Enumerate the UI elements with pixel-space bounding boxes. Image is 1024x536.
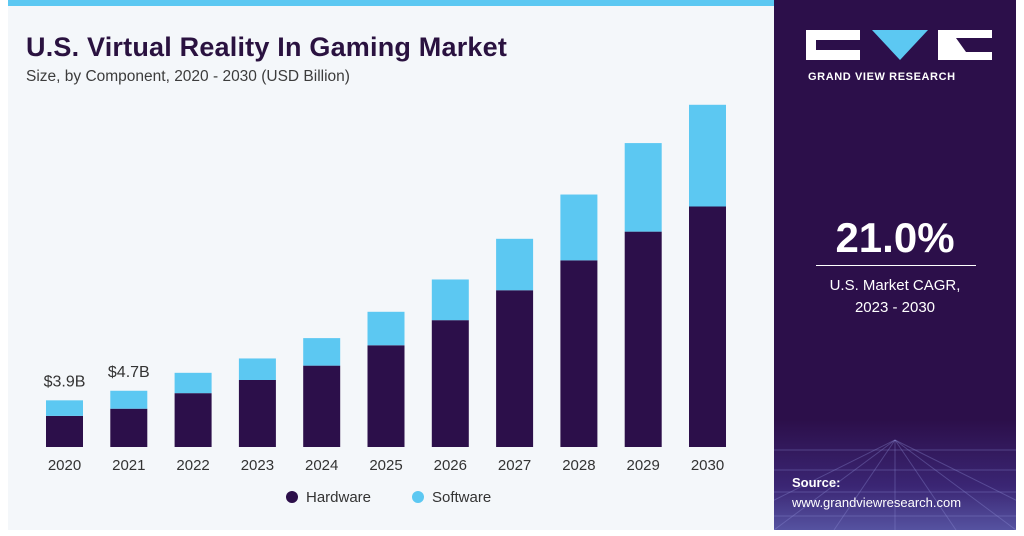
bar-software-2029 bbox=[624, 143, 662, 232]
legend-marker-software bbox=[412, 491, 424, 503]
grand-view-research-logo bbox=[806, 30, 992, 60]
legend-label-hardware: Hardware bbox=[306, 489, 371, 506]
data-label: $4.7B bbox=[108, 364, 150, 381]
divider bbox=[816, 265, 976, 266]
x-tick-label: 2030 bbox=[691, 457, 724, 474]
x-tick-label: 2029 bbox=[627, 457, 660, 474]
cagr-label-line2: 2023 - 2030 bbox=[854, 299, 936, 316]
bar-software-2023 bbox=[238, 358, 276, 380]
cagr-label-line1: U.S. Market CAGR, bbox=[829, 277, 961, 294]
cagr-label: U.S. Market CAGR, 2023 - 2030 bbox=[774, 275, 1016, 319]
legend-marker-hardware bbox=[286, 491, 298, 503]
bar-software-2027 bbox=[496, 238, 534, 291]
bar-hardware-2029 bbox=[624, 231, 662, 447]
bar-hardware-2026 bbox=[431, 320, 469, 447]
bar-hardware-2027 bbox=[496, 290, 534, 447]
bar-software-2025 bbox=[367, 311, 405, 346]
brand-name: GRAND VIEW RESEARCH bbox=[808, 71, 956, 83]
decorative-grid-floor bbox=[774, 420, 1016, 530]
x-tick-label: 2021 bbox=[112, 457, 145, 474]
x-tick-label: 2026 bbox=[434, 457, 467, 474]
data-label: $3.9B bbox=[44, 373, 86, 390]
x-tick-label: 2022 bbox=[176, 457, 209, 474]
bar-hardware-2028 bbox=[560, 260, 598, 447]
bar-software-2028 bbox=[560, 194, 598, 261]
bar-software-2020 bbox=[46, 400, 83, 416]
x-tick-label: 2025 bbox=[369, 457, 402, 474]
x-tick-label: 2020 bbox=[48, 457, 81, 474]
bar-hardware-2020 bbox=[46, 415, 83, 447]
bar-software-2026 bbox=[431, 279, 469, 321]
bar-chart: 2020 2021 2022 2023 2024 2025 2026 2027 2028 2029… bbox=[44, 104, 726, 506]
x-tick-label: 2023 bbox=[241, 457, 274, 474]
bar-software-2021 bbox=[110, 390, 148, 409]
bar-software-2024 bbox=[303, 338, 341, 366]
bar-hardware-2025 bbox=[367, 345, 405, 447]
x-tick-label: 2024 bbox=[305, 457, 338, 474]
bar-software-2022 bbox=[174, 372, 212, 394]
bar-hardware-2024 bbox=[303, 365, 341, 447]
sidebar-panel: GRAND VIEW RESEARCH 21.0% U.S. Market CA… bbox=[774, 0, 1016, 530]
bar-hardware-2023 bbox=[238, 379, 276, 447]
x-tick-label: 2027 bbox=[498, 457, 531, 474]
chart-panel: U.S. Virtual Reality In Gaming Market Si… bbox=[8, 0, 774, 530]
source-label: Source: bbox=[792, 475, 841, 490]
x-tick-label: 2028 bbox=[562, 457, 595, 474]
bar-software-2030 bbox=[689, 104, 726, 207]
bar-hardware-2030 bbox=[689, 206, 726, 447]
chart-subtitle: Size, by Component, 2020 - 2030 (USD Bil… bbox=[26, 68, 350, 85]
source-url: www.grandviewresearch.com bbox=[792, 495, 962, 510]
cagr-value: 21.0% bbox=[835, 214, 955, 261]
bar-hardware-2021 bbox=[110, 408, 148, 447]
grid-lines-decoration bbox=[774, 439, 1016, 530]
legend-label-software: Software bbox=[432, 489, 491, 506]
bar-hardware-2022 bbox=[174, 393, 212, 447]
chart-title: U.S. Virtual Reality In Gaming Market bbox=[26, 32, 508, 62]
